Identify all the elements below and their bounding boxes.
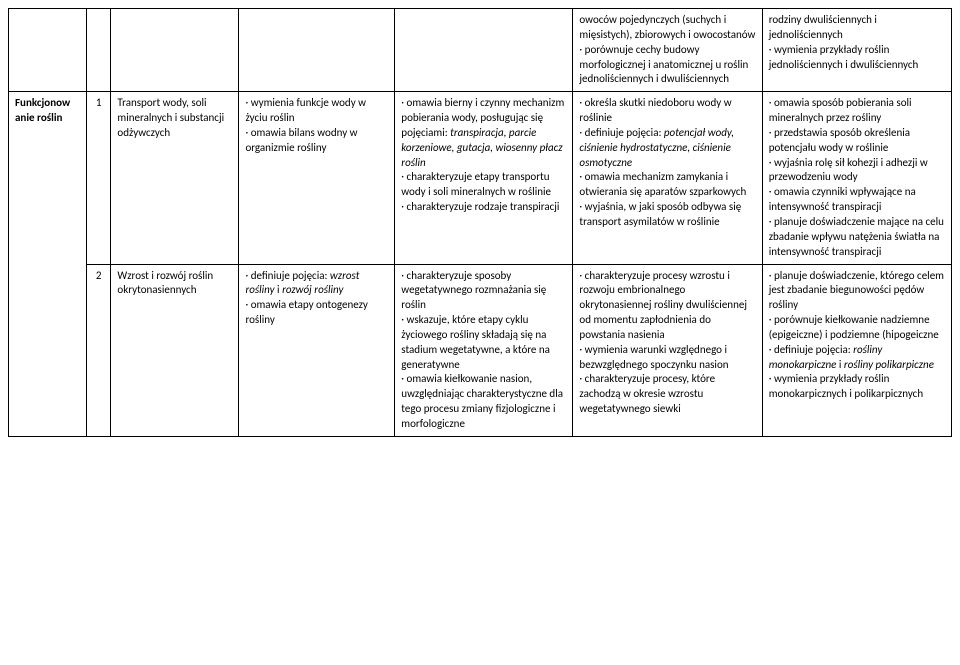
cell-c3: · definiuje pojęcia: wzrost rośliny i ro… bbox=[239, 264, 395, 436]
cell-c5: · określa skutki niedoboru wody w roślin… bbox=[573, 92, 762, 264]
cell-c6: · planuje doświadczenie, którego celem j… bbox=[762, 264, 951, 436]
cell-c5: owoców pojedynczych (suchych i mięsistyc… bbox=[573, 9, 762, 92]
num-cell: 2 bbox=[86, 264, 110, 436]
topic-cell bbox=[111, 9, 239, 92]
cell-c4: · omawia bierny i czynny mechanizm pobie… bbox=[395, 92, 573, 264]
topic-cell: Transport wody, soli mineralnych i subst… bbox=[111, 92, 239, 264]
cell-c6: · omawia sposób pobierania soli mineraln… bbox=[762, 92, 951, 264]
cell-c4 bbox=[395, 9, 573, 92]
num-cell bbox=[86, 9, 110, 92]
table-row: owoców pojedynczych (suchych i mięsistyc… bbox=[9, 9, 952, 92]
table-row: Funkcjonowanie roślin1Transport wody, so… bbox=[9, 92, 952, 264]
cell-c3: · wymienia funkcje wody w życiu roślin· … bbox=[239, 92, 395, 264]
num-cell: 1 bbox=[86, 92, 110, 264]
cell-c6: rodziny dwuliściennych i jednoliściennyc… bbox=[762, 9, 951, 92]
curriculum-table: owoców pojedynczych (suchych i mięsistyc… bbox=[8, 8, 952, 437]
topic-cell: Wzrost i rozwój roślin okrytonasiennych bbox=[111, 264, 239, 436]
cell-c4: · charakteryzuje sposoby wegetatywnego r… bbox=[395, 264, 573, 436]
cell-c3 bbox=[239, 9, 395, 92]
cell-c5: · charakteryzuje procesy wzrostu i rozwo… bbox=[573, 264, 762, 436]
table-row: 2Wzrost i rozwój roślin okrytonasiennych… bbox=[9, 264, 952, 436]
section-cell: Funkcjonowanie roślin bbox=[9, 92, 87, 437]
section-cell bbox=[9, 9, 87, 92]
